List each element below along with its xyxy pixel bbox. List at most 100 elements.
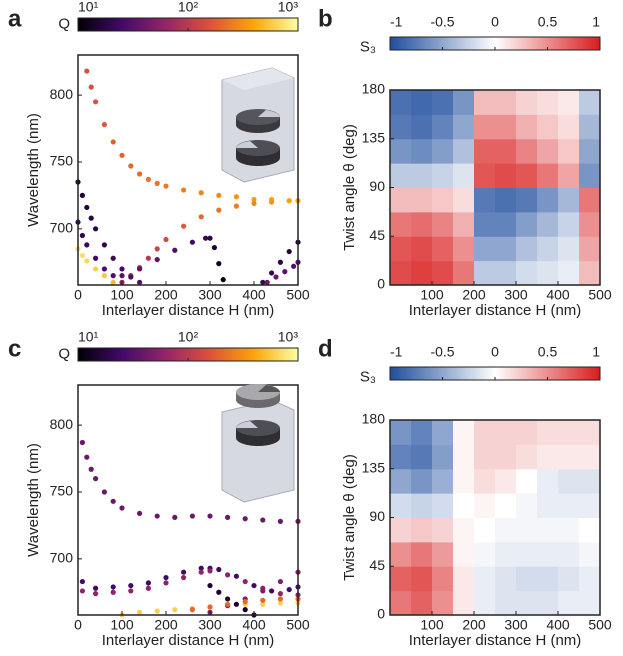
point <box>269 588 275 594</box>
heat-cell <box>474 444 496 470</box>
point <box>286 198 292 204</box>
point <box>88 466 94 472</box>
point <box>128 274 134 280</box>
heat-cell <box>390 236 412 262</box>
point <box>93 585 99 591</box>
point <box>269 199 275 205</box>
x-axis-title: Interlayer distance H (nm) <box>409 632 582 649</box>
point <box>119 152 125 158</box>
y-tick-label: 180 <box>362 81 386 97</box>
heat-cell <box>516 566 538 592</box>
colorbar-label: Q <box>58 345 70 362</box>
y-axis-title: Twist angle θ (deg) <box>341 124 358 251</box>
y-tick-label: 45 <box>369 557 385 573</box>
inset-a <box>221 67 295 183</box>
point <box>242 607 248 613</box>
point <box>189 607 195 613</box>
x-axis-title: Interlayer distance H (nm) <box>102 302 275 319</box>
panel: a 10¹ 10² 10³ Q 0 100 200 300 400 500 700 750 800 Inte… <box>8 0 310 319</box>
point <box>128 163 134 169</box>
point <box>242 516 248 522</box>
heat-cell <box>432 114 454 140</box>
heat-cell <box>537 90 559 115</box>
colorbar-tick-label: 10¹ <box>78 329 99 345</box>
point <box>251 582 257 589</box>
point <box>172 514 178 520</box>
heat-cell <box>537 517 559 543</box>
point <box>207 604 213 610</box>
heat-cell <box>453 163 475 188</box>
plot-frame <box>77 384 299 616</box>
point <box>277 591 283 597</box>
y-tick-label: 0 <box>377 276 385 292</box>
heat-cell <box>474 138 496 164</box>
point <box>93 266 99 272</box>
heat-cell <box>537 541 559 567</box>
y-tick-label: 0 <box>377 606 385 622</box>
heat-cell <box>516 163 538 188</box>
point <box>93 226 99 232</box>
heat-cell <box>474 468 496 494</box>
point <box>225 514 231 520</box>
point <box>216 566 222 573</box>
heat-cell <box>432 590 454 616</box>
heat-cell <box>474 163 496 188</box>
point <box>145 176 151 182</box>
point <box>84 204 90 211</box>
heat-cell <box>453 566 475 592</box>
heat-cell <box>474 493 496 518</box>
heat-cell <box>579 493 601 518</box>
heat-cell <box>537 114 559 140</box>
point <box>79 252 85 259</box>
point <box>84 68 90 74</box>
heat-cell <box>558 187 580 213</box>
heat-cell <box>390 187 412 213</box>
heat-cell <box>453 138 475 164</box>
x-tick-label: 200 <box>462 287 486 303</box>
heat-cell <box>453 187 475 213</box>
x-tick-label: 100 <box>420 617 444 633</box>
heat-cell <box>579 420 601 445</box>
x-tick-label: 500 <box>286 617 310 633</box>
heat-cell <box>495 114 517 140</box>
heat-cell <box>516 114 538 140</box>
point <box>119 266 125 272</box>
heat-cell <box>432 517 454 543</box>
point <box>93 476 99 482</box>
x-tick-label: 0 <box>74 617 82 633</box>
x-tick-label: 500 <box>588 617 612 633</box>
plot-frame <box>77 54 299 286</box>
heat-cell <box>537 444 559 470</box>
point <box>264 279 270 285</box>
heat-cell <box>537 590 559 616</box>
x-tick-label: 100 <box>110 287 134 303</box>
heat-cell <box>474 211 496 237</box>
point <box>79 439 85 446</box>
y-axis-title: Twist angle θ (deg) <box>341 454 358 581</box>
colorbar-tick-label: -1 <box>390 344 403 360</box>
point <box>154 246 160 252</box>
colorbar-tick-label: 1 <box>592 344 600 360</box>
heat-cell <box>558 260 580 286</box>
panel-letter: d <box>318 335 333 362</box>
heat-cell <box>516 236 538 262</box>
heat-cell <box>516 444 538 470</box>
point <box>110 273 116 279</box>
heat-cell <box>390 211 412 237</box>
panel-letter: b <box>318 5 333 32</box>
heat-cell <box>474 566 496 592</box>
heat-cell <box>432 541 454 567</box>
heat-cell <box>495 236 517 262</box>
point <box>172 247 178 253</box>
x-tick-label: 200 <box>154 287 178 303</box>
point <box>277 600 283 606</box>
point <box>88 84 94 90</box>
y-tick-label: 90 <box>369 508 385 524</box>
heat-cell <box>495 187 517 213</box>
panel: b -1 -0.5 0 0.5 1 S₃ 100 200 300 400 500 0 45 90 135 180… <box>318 5 612 319</box>
heat-cell <box>495 211 517 237</box>
y-tick-label: 135 <box>362 459 386 475</box>
heat-cell <box>558 236 580 262</box>
point <box>154 608 160 614</box>
